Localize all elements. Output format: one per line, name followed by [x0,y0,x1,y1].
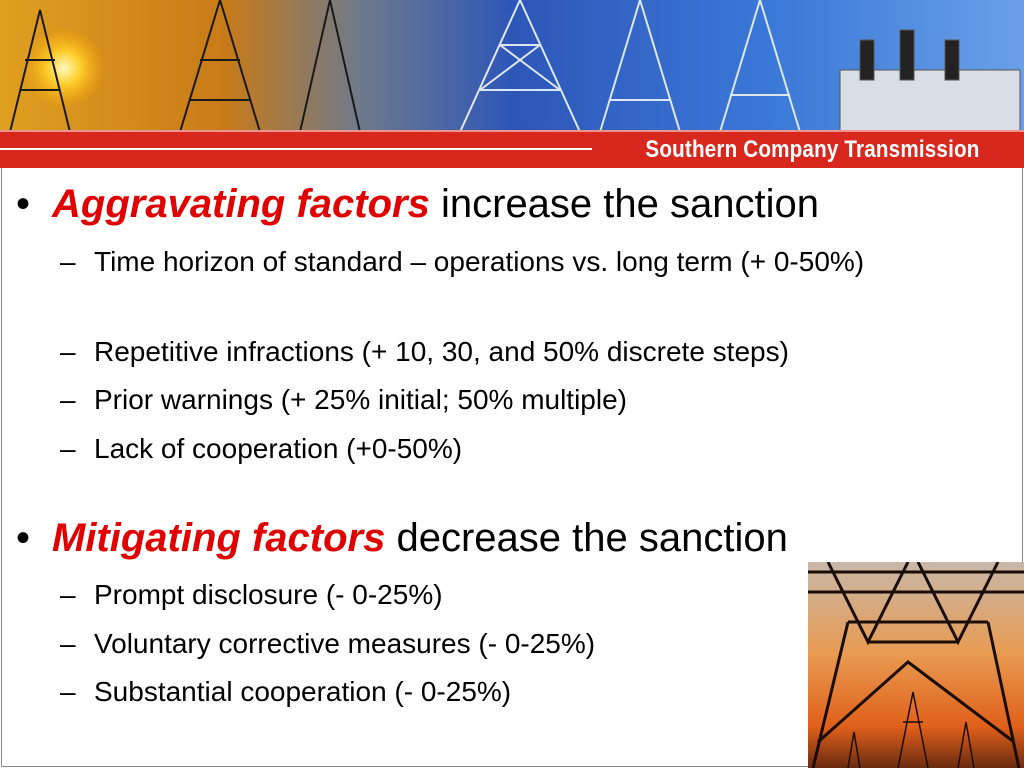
bullet: • Aggravating factors increase the sancti… [16,182,819,226]
sub-bullet: – Prior warnings (+ 25% initial; 50% mult… [60,384,627,415]
sub-bullet-text: Time horizon of standard – operations vs… [94,246,865,277]
sub-bullet-text: Lack of cooperation (+0-50%) [94,433,463,464]
brand-name: Southern Company Transmission [645,136,980,163]
content-frame [1,168,1023,767]
sub-bullet-text: Prompt disclosure (- 0-25%) [94,579,443,610]
bullet-emphasis: Mitigating factors [52,516,386,560]
bullet: • Mitigating factors decrease the sanctio… [16,516,788,560]
bullet-emphasis: Aggravating factors [52,182,430,226]
sub-bullet: – Voluntary corrective measures (- 0-25%) [60,628,596,659]
sub-bullet: – Repetitive infractions (+ 10, 30, and 5… [60,336,789,367]
sub-bullet: – Prompt disclosure (- 0-25%) [60,579,443,610]
sub-bullet: – Substantial cooperation (- 0-25%) [60,676,512,707]
sub-bullet-text: Prior warnings (+ 25% initial; 50% multi… [94,384,627,415]
tower-photo [808,562,1024,768]
header-banner [0,0,1024,168]
sub-bullet-text: Repetitive infractions (+ 10, 30, and 50… [94,336,789,367]
sub-bullet: – Lack of cooperation (+0-50%) [60,433,463,464]
sub-bullet: – Time horizon of standard – operations v… [60,246,865,277]
sub-bullet-text: Voluntary corrective measures (- 0-25%) [94,628,596,659]
bullet-text: increase the sanction [440,182,819,226]
sub-bullet-text: Substantial cooperation (- 0-25%) [94,676,512,707]
bullet-text: decrease the sanction [396,516,788,560]
